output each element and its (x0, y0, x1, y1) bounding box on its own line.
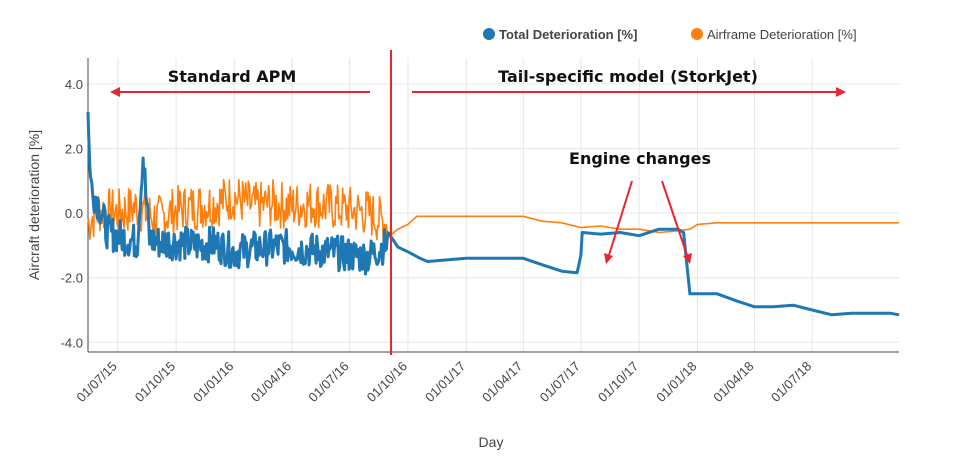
y-tick-label: -4.0 (61, 335, 83, 350)
x-tick-label: 01/07/15 (74, 359, 120, 405)
x-axis-title: Day (479, 434, 504, 450)
y-axis-title: Aircraft deterioration [%] (26, 130, 42, 280)
y-tick-label: -2.0 (61, 271, 83, 286)
region-arrows (110, 87, 846, 97)
legend-airframe-marker (691, 28, 703, 40)
y-tick-labels: 4.0 2.0 0.0 -2.0 -4.0 (61, 77, 83, 350)
x-tick-label: 01/01/16 (190, 359, 236, 405)
left-region-arrowhead (110, 87, 120, 97)
y-tick-label: 4.0 (65, 77, 83, 92)
legend-airframe-label: Airframe Deterioration [%] (707, 27, 857, 42)
airframe-deterioration-line (87, 178, 899, 245)
x-tick-label: 01/10/15 (132, 359, 178, 405)
x-tick-label: 01/10/17 (595, 359, 641, 405)
x-tick-label: 01/04/17 (479, 359, 525, 405)
total-deterioration-line (86, 112, 900, 317)
y-tick-label: 2.0 (65, 141, 83, 156)
engine-change-arrows (604, 180, 692, 264)
x-tick-label: 01/10/16 (364, 359, 410, 405)
engine-change-arrow-2-head (683, 253, 692, 264)
x-tick-label: 01/04/18 (710, 359, 756, 405)
x-tick-label: 01/07/16 (305, 359, 351, 405)
engine-changes-label: Engine changes (569, 149, 711, 168)
axes (87, 58, 899, 353)
engine-change-arrow-2-line (661, 180, 688, 256)
right-region-arrowhead (836, 87, 846, 97)
right-region-label: Tail-specific model (StorkJet) (498, 67, 758, 86)
series-lines (86, 112, 900, 317)
x-tick-labels: 01/07/15 01/10/15 01/01/16 01/04/16 01/07/16… (74, 359, 815, 405)
x-tick-label: 01/01/18 (653, 359, 699, 405)
x-tick-label: 01/07/17 (537, 359, 583, 405)
x-tick-label: 01/01/17 (422, 359, 468, 405)
engine-change-arrow-1-head (604, 253, 613, 264)
left-region-label: Standard APM (168, 67, 297, 86)
y-tick-label: 0.0 (65, 206, 83, 221)
x-tick-label: 01/04/16 (248, 359, 294, 405)
legend-total-marker (483, 28, 495, 40)
x-tick-label: 01/07/18 (768, 359, 814, 405)
legend-total-label: Total Deterioration [%] (499, 27, 637, 42)
engine-change-arrow-1-line (608, 180, 633, 256)
legend: Total Deterioration [%] Airframe Deterio… (483, 27, 857, 42)
grid-lines (88, 58, 899, 352)
